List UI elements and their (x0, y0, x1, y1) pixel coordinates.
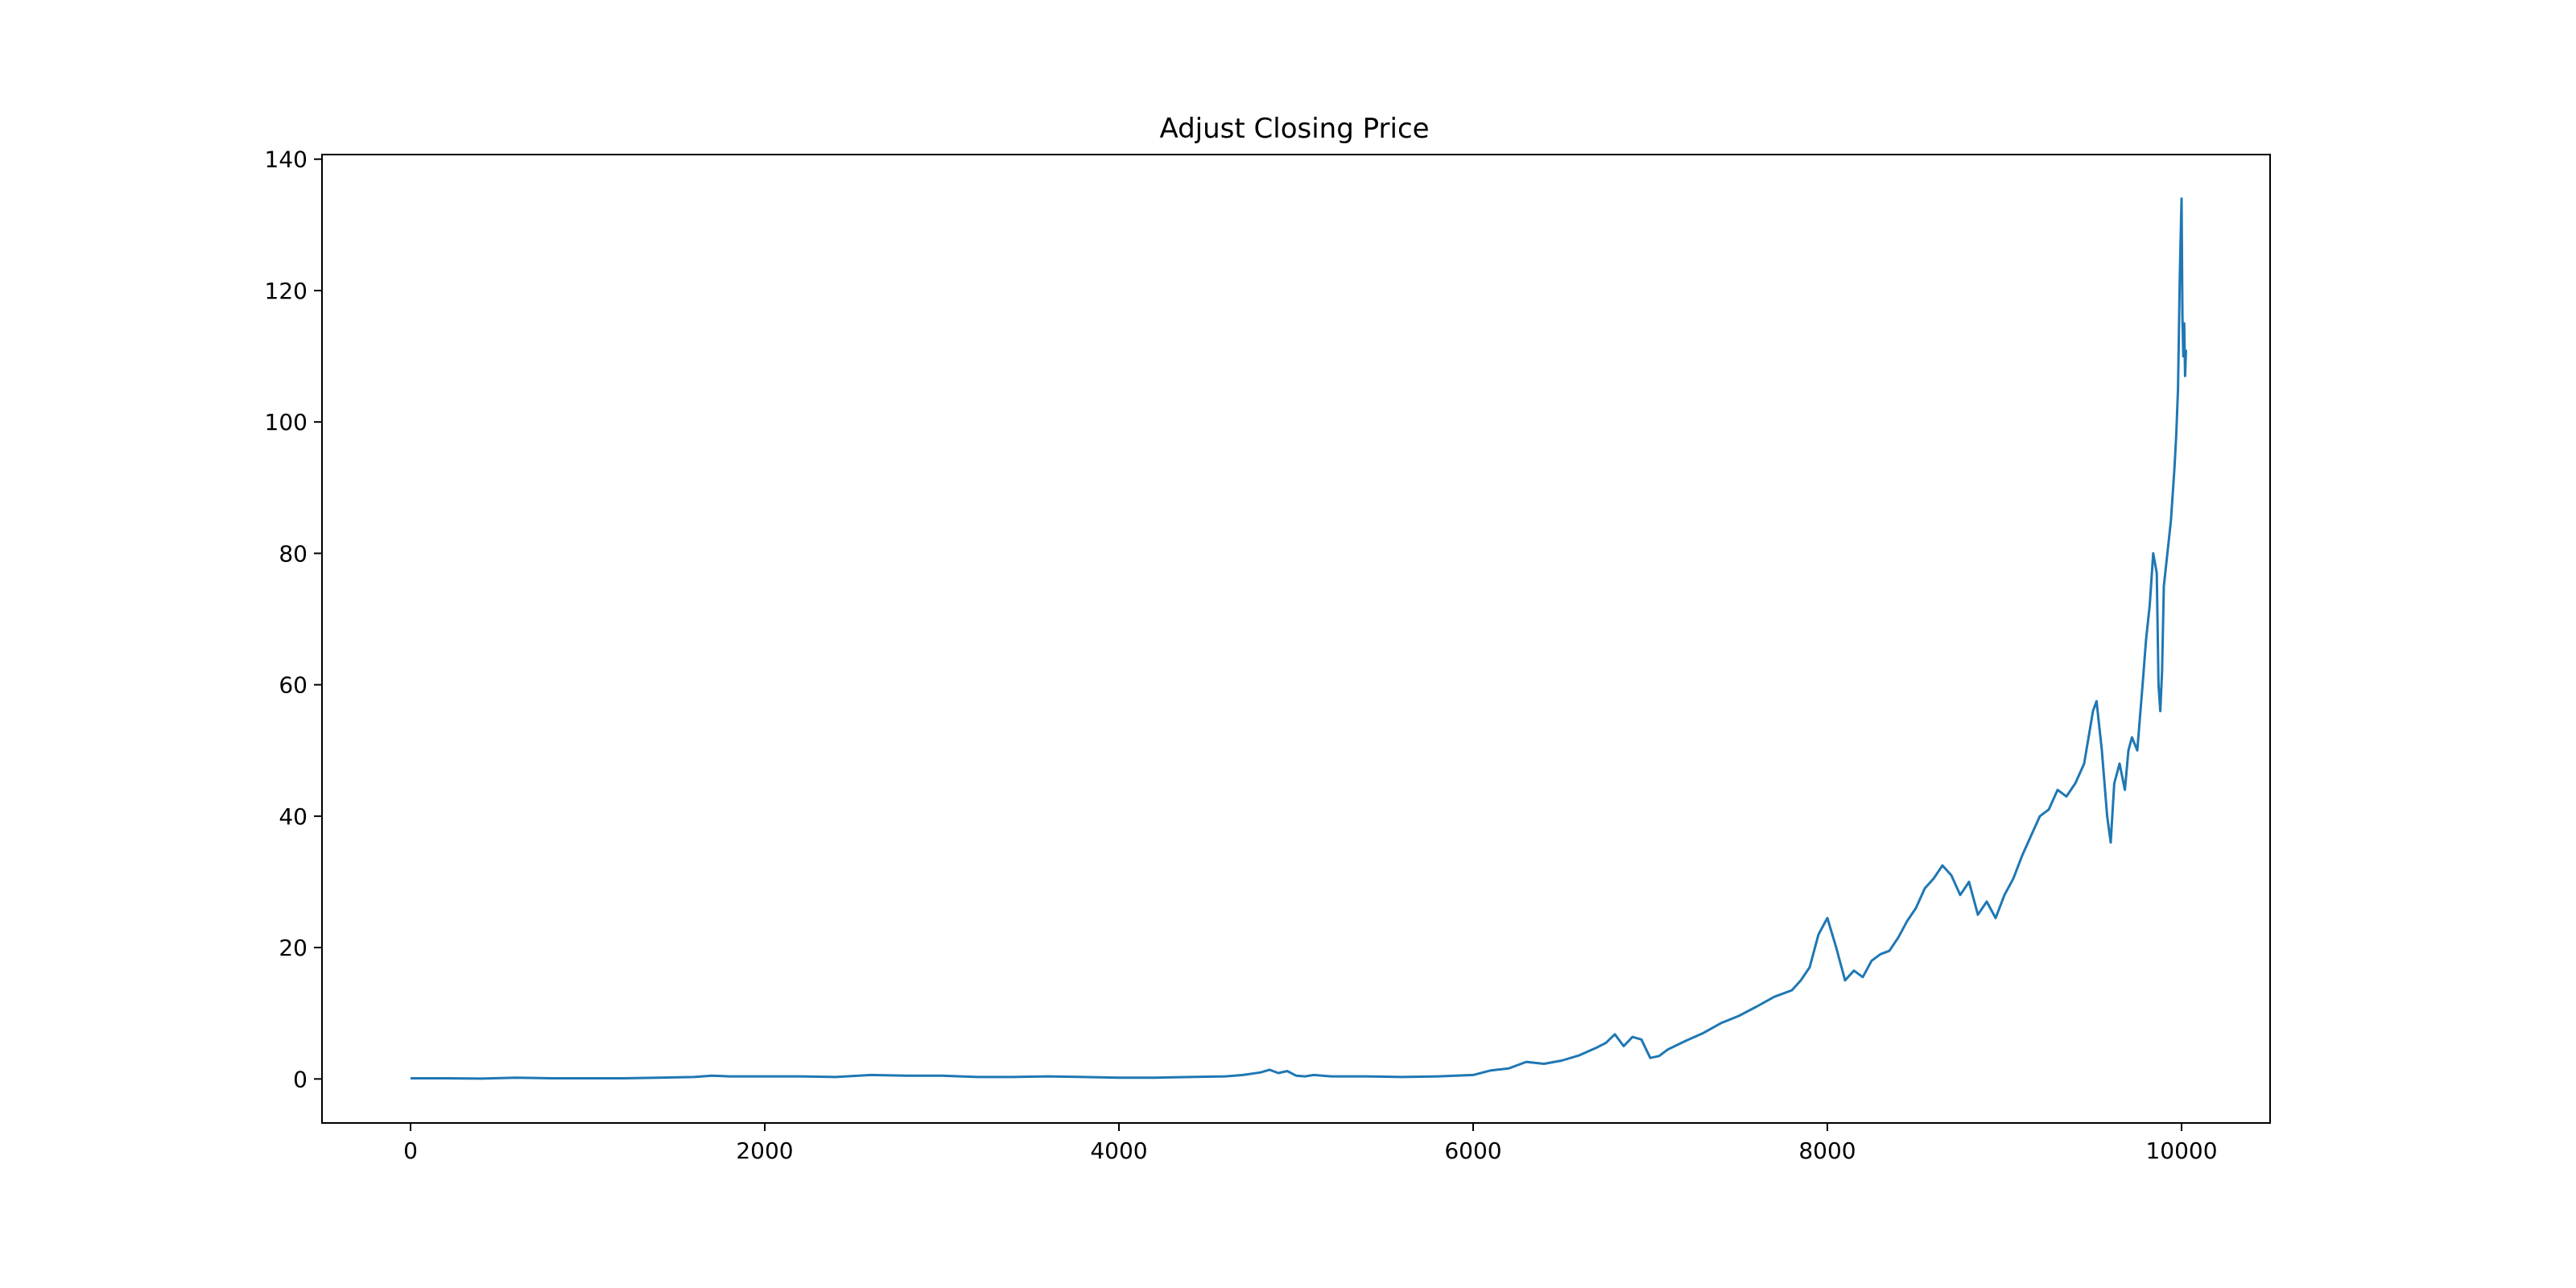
y-tick-label: 20 (279, 935, 308, 961)
y-tick-label: 0 (293, 1066, 308, 1092)
chart-title: Adjust Closing Price (1159, 113, 1429, 145)
x-tick-label: 8000 (1798, 1137, 1856, 1164)
plot-frame (321, 154, 2271, 1124)
y-tick-label: 80 (279, 540, 308, 567)
x-tick-label: 6000 (1444, 1137, 1501, 1164)
y-axis: 0 20 40 60 80 100 120 140 (265, 147, 322, 1092)
x-tick-label: 4000 (1090, 1137, 1147, 1164)
y-tick-label: 120 (265, 278, 308, 304)
y-tick-label: 40 (279, 803, 308, 830)
y-tick-label: 60 (279, 672, 308, 699)
series-layer (411, 197, 2187, 1080)
series-line-0 (411, 197, 2187, 1080)
y-tick-label: 140 (265, 147, 308, 173)
x-tick-label: 0 (403, 1137, 418, 1164)
x-tick-label: 10000 (2145, 1137, 2217, 1164)
x-axis: 0 2000 4000 6000 8000 10000 (403, 1123, 2218, 1164)
x-tick-label: 2000 (736, 1137, 793, 1164)
y-tick-label: 100 (265, 409, 308, 436)
